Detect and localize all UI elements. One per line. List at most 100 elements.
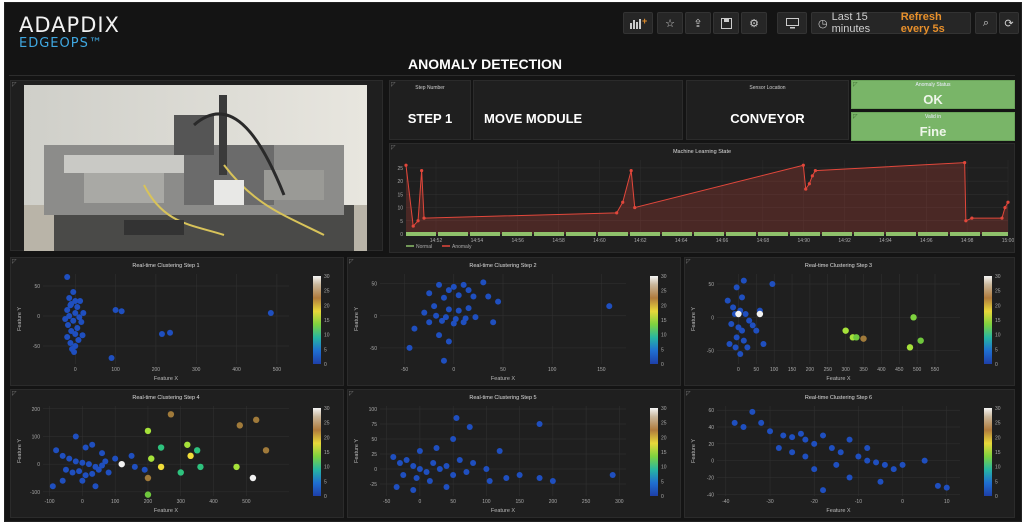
cluster-point — [66, 295, 73, 301]
y-tick-label: 50 — [371, 282, 377, 288]
cluster-point — [442, 314, 449, 321]
cluster-point — [141, 466, 148, 473]
highlight-point — [735, 310, 742, 318]
refresh-icon: ⟳ — [1004, 17, 1014, 30]
cluster-point — [59, 477, 66, 484]
cluster-chart-1: Real-time Clustering Step 10 100 200 300 400… — [17, 263, 330, 382]
x-tick-label: 400 — [877, 367, 886, 373]
cluster-point — [746, 317, 753, 324]
cluster-point — [744, 344, 751, 351]
cluster-point — [724, 297, 731, 304]
y-tick-label: 0 — [37, 314, 40, 320]
colorbar-tick-label: 30 — [661, 406, 667, 412]
search-zoom-icon: ⌕ — [982, 16, 990, 29]
y-tick-label: 75 — [371, 422, 377, 428]
cluster-point — [780, 432, 787, 439]
cluster-point — [436, 466, 443, 472]
cluster-point — [450, 320, 457, 327]
highlight-point — [193, 447, 201, 454]
cluster-point — [846, 474, 853, 481]
x-tick-label: -20 — [811, 499, 818, 505]
colorbar-tick-label: 15 — [324, 318, 330, 324]
anomaly-status-label: Anomaly Status — [915, 82, 951, 88]
highlight-point — [262, 447, 270, 454]
save-button[interactable] — [713, 12, 739, 34]
colorbar-tick-label: 10 — [661, 465, 667, 471]
anomaly-point — [621, 200, 625, 204]
colorbar-tick-label: 25 — [661, 289, 667, 295]
y-axis-label: Feature Y — [691, 307, 697, 331]
y-axis-label: Feature Y — [17, 439, 23, 463]
highlight-point — [144, 491, 152, 498]
colorbar — [650, 408, 658, 496]
zoom-out-button[interactable]: ⌕ — [975, 12, 997, 34]
anomaly-point — [1000, 216, 1004, 220]
star-button[interactable]: ☆ — [657, 12, 683, 34]
cluster-point — [64, 334, 71, 340]
colorbar-tick-label: 5 — [324, 479, 327, 485]
cluster-point — [267, 310, 274, 316]
colorbar-tick-label: 5 — [324, 347, 327, 353]
colorbar-tick-label: 25 — [995, 421, 1001, 427]
cluster-point — [112, 307, 119, 313]
add-panel-button[interactable]: + — [623, 12, 653, 34]
share-button[interactable]: ⇪ — [685, 12, 711, 34]
highlight-point — [197, 463, 204, 471]
cluster-point — [128, 452, 135, 459]
cluster-point — [416, 448, 423, 454]
colorbar-tick-label: 0 — [995, 494, 998, 500]
cluster-chart-6: Real-time Clustering Step 6 -40 -30 -20 -10 0… — [691, 395, 1001, 514]
cluster-point — [486, 478, 493, 484]
anomaly-area — [406, 162, 1008, 234]
cluster-point — [495, 298, 502, 305]
y-axis-label: Feature Y — [354, 307, 360, 331]
cluster-point — [62, 466, 69, 473]
cluster-point — [503, 475, 510, 481]
y-tick-label: 10 — [397, 206, 403, 212]
x-axis-label: Feature X — [826, 376, 850, 382]
colorbar-tick-label: 10 — [661, 333, 667, 339]
y-tick-label: 0 — [400, 232, 403, 238]
cluster-point — [455, 292, 462, 299]
x-tick-label: 0 — [901, 499, 904, 505]
highlight-point — [167, 411, 175, 418]
cluster-point — [396, 460, 403, 466]
legend-normal: Normal — [416, 244, 432, 250]
cluster-point — [131, 463, 138, 470]
cluster-point — [443, 463, 450, 469]
x-tick-label: -50 — [401, 367, 408, 373]
cluster-point — [64, 307, 71, 313]
x-tick-label: -10 — [855, 499, 862, 505]
x-tick-label: 500 — [273, 367, 282, 373]
y-tick-label: -100 — [30, 490, 40, 496]
y-tick-label: 25 — [371, 452, 377, 458]
cluster-point — [71, 349, 78, 355]
x-tick-label: 150 — [597, 367, 606, 373]
cluster-point — [733, 334, 740, 341]
settings-icon: ⚙ — [749, 17, 759, 30]
colorbar-tick-label: 5 — [995, 479, 998, 485]
cluster-point — [74, 304, 81, 310]
x-tick-label: 0 — [419, 499, 422, 505]
cluster-point — [742, 311, 749, 317]
tv-mode-button[interactable] — [777, 12, 807, 34]
x-tick-label: 100 — [111, 367, 120, 373]
y-tick-label: 50 — [371, 437, 377, 443]
cluster-point — [82, 472, 89, 479]
cluster-chart-3: Real-time Clustering Step 30 50 100 150 200 2… — [691, 263, 1001, 382]
time-picker[interactable]: ◷ Last 15 minutes Refresh every 5s — [811, 11, 971, 35]
colorbar-tick-label: 15 — [661, 318, 667, 324]
cluster-point — [69, 469, 76, 476]
cluster-point — [445, 338, 452, 345]
cluster-point — [410, 487, 417, 493]
x-axis-label: Feature X — [154, 376, 178, 382]
cluster-point — [726, 341, 733, 347]
colorbar-tick-label: 20 — [324, 435, 330, 441]
refresh-button[interactable]: ⟳ — [999, 12, 1019, 34]
cluster-point — [431, 303, 438, 310]
cluster-point — [749, 408, 756, 415]
y-tick-label: 200 — [32, 407, 41, 413]
cluster-point — [820, 432, 827, 439]
cluster-point — [740, 424, 747, 431]
settings-button[interactable]: ⚙ — [741, 12, 767, 34]
